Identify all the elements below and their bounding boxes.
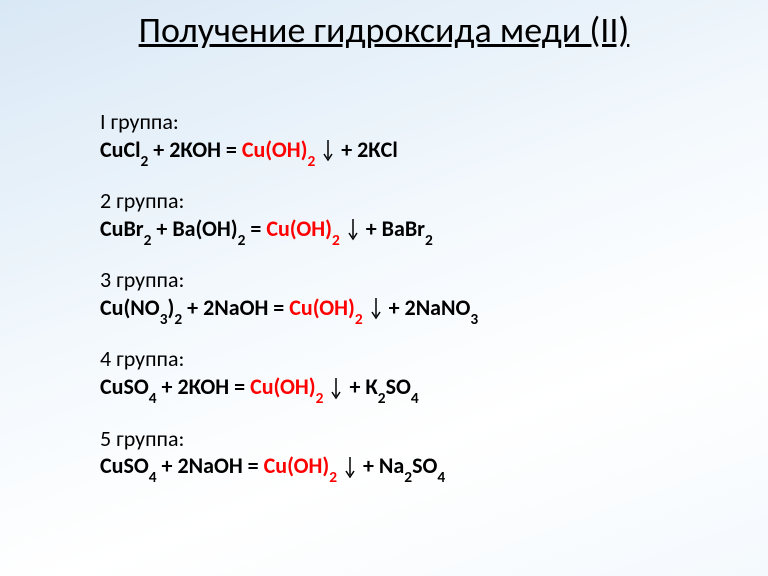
product: Cu(OH)2: [289, 294, 362, 321]
down-arrow-icon: [330, 377, 342, 401]
equation: CuBr2 + Ba(OH)2 = Cu(OH)2 + BaBr2: [100, 215, 478, 247]
group-3: 3 группа: Сu(NO3)2 + 2NaОН = Cu(OH)2 + 2…: [100, 266, 478, 325]
group-1: I группа: CuCl2 + 2КОН = Cu(OH)2 + 2КCl: [100, 108, 478, 167]
slide: Получение гидроксида меди (II) I группа:…: [0, 0, 768, 576]
group-label: 3 группа:: [100, 266, 478, 294]
product: Cu(OH)2: [242, 136, 315, 163]
equation: CuSO4 + 2NaOH = Cu(OH)2 + Na2SO4: [100, 452, 478, 484]
product: Cu(OH)2: [264, 452, 337, 479]
product: Cu(OH)2: [250, 373, 323, 400]
equation: Сu(NO3)2 + 2NaОН = Cu(OH)2 + 2NaNO3: [100, 294, 478, 326]
group-label: 2 группа:: [100, 187, 478, 215]
group-4: 4 группа: CuSO4 + 2КОН = Cu(OH)2 + К2SO4: [100, 345, 478, 404]
equation: CuSO4 + 2КОН = Cu(OH)2 + К2SO4: [100, 373, 478, 405]
down-arrow-icon: [322, 139, 334, 163]
group-5: 5 группа: CuSO4 + 2NaOH = Cu(OH)2 + Na2S…: [100, 425, 478, 484]
down-arrow-icon: [344, 456, 356, 480]
group-label: 4 группа:: [100, 345, 478, 373]
group-label: I группа:: [100, 108, 478, 136]
equation: CuCl2 + 2КОН = Cu(OH)2 + 2КCl: [100, 136, 478, 168]
group-2: 2 группа: CuBr2 + Ba(OH)2 = Cu(OH)2 + Ba…: [100, 187, 478, 246]
slide-title: Получение гидроксида меди (II): [0, 0, 768, 51]
equations-block: I группа: CuCl2 + 2КОН = Cu(OH)2 + 2КCl …: [100, 108, 478, 504]
product: Cu(OH)2: [266, 215, 339, 242]
down-arrow-icon: [347, 218, 359, 242]
down-arrow-icon: [370, 297, 382, 321]
group-label: 5 группа:: [100, 425, 478, 453]
